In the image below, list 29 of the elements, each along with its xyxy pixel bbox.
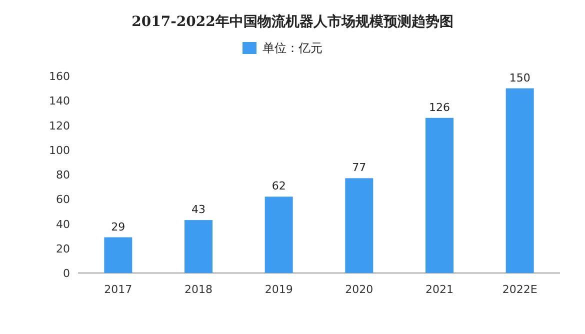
y-tick-label: 80	[56, 168, 70, 182]
legend-label: 单位：亿元	[262, 41, 322, 55]
y-tick-label: 60	[56, 193, 70, 206]
bar	[104, 237, 132, 273]
x-tick-label: 2021	[426, 283, 454, 296]
data-label: 62	[272, 180, 286, 193]
data-label: 29	[111, 220, 126, 234]
x-tick-label: 2022E	[502, 283, 538, 296]
bar	[345, 178, 374, 273]
data-label: 150	[509, 71, 530, 84]
bar	[506, 88, 534, 273]
bar	[264, 196, 293, 273]
y-tick-label: 0	[63, 267, 70, 280]
y-tick-label: 160	[49, 70, 70, 83]
bar	[426, 118, 454, 273]
y-tick-label: 40	[56, 218, 70, 231]
y-tick-label: 100	[49, 144, 70, 157]
x-tick-label: 2020	[345, 283, 374, 296]
data-label: 126	[429, 100, 450, 114]
data-label: 43	[192, 203, 206, 216]
x-tick-label: 2018	[184, 283, 212, 296]
x-tick-label: 2019	[264, 283, 293, 296]
chart-title: 2017-2022年中国物流机器人市场规模预测趋势图	[132, 13, 454, 30]
x-tick-label: 2017	[104, 283, 132, 296]
y-tick-label: 20	[56, 242, 70, 256]
data-label: 77	[352, 161, 366, 174]
y-tick-label: 120	[49, 119, 70, 132]
bar	[184, 220, 212, 273]
y-tick-label: 140	[49, 94, 70, 108]
